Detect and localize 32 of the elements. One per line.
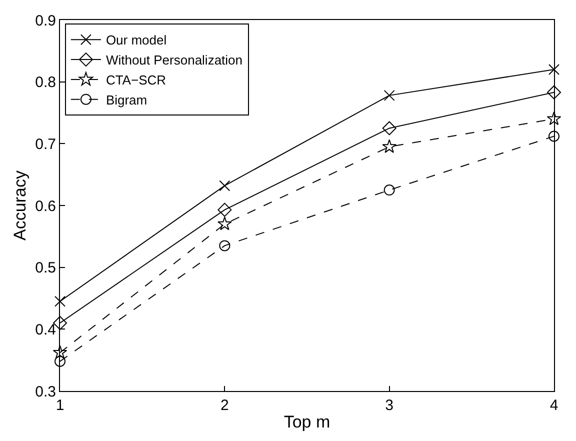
x-tick-label: 1	[56, 397, 64, 414]
y-tick-label: 0.9	[35, 12, 56, 30]
point	[54, 296, 66, 307]
x-tick-label: 3	[385, 397, 394, 414]
legend-label: Our model	[106, 32, 167, 48]
point	[384, 90, 395, 101]
y-tick-label: 0.3	[35, 383, 56, 400]
legend-label: Without Personalization	[106, 52, 243, 68]
point	[218, 202, 232, 217]
x-tick-label: 2	[220, 397, 229, 414]
y-tick-label: 0.4	[35, 321, 56, 338]
x-axis-title: Top m	[284, 412, 330, 432]
point	[219, 240, 230, 252]
y-tick-label: 0.7	[35, 136, 56, 153]
point	[382, 121, 396, 136]
point	[54, 356, 66, 367]
x-tick-label: 4	[550, 397, 558, 414]
y-tick-label: 0.8	[35, 74, 56, 92]
point	[219, 180, 230, 192]
y-axis-title: Accuracy	[10, 170, 30, 240]
point	[546, 111, 562, 126]
y-tick-label: 0.6	[35, 198, 56, 215]
legend-label: CTA−SCR	[106, 72, 166, 88]
point	[218, 216, 232, 230]
point	[547, 85, 561, 100]
point	[548, 130, 560, 142]
point	[548, 64, 560, 75]
y-tick-label: 0.5	[35, 260, 56, 277]
legend-label: Bigram	[106, 92, 148, 108]
point	[382, 139, 396, 153]
point	[384, 184, 395, 196]
point	[52, 345, 68, 359]
